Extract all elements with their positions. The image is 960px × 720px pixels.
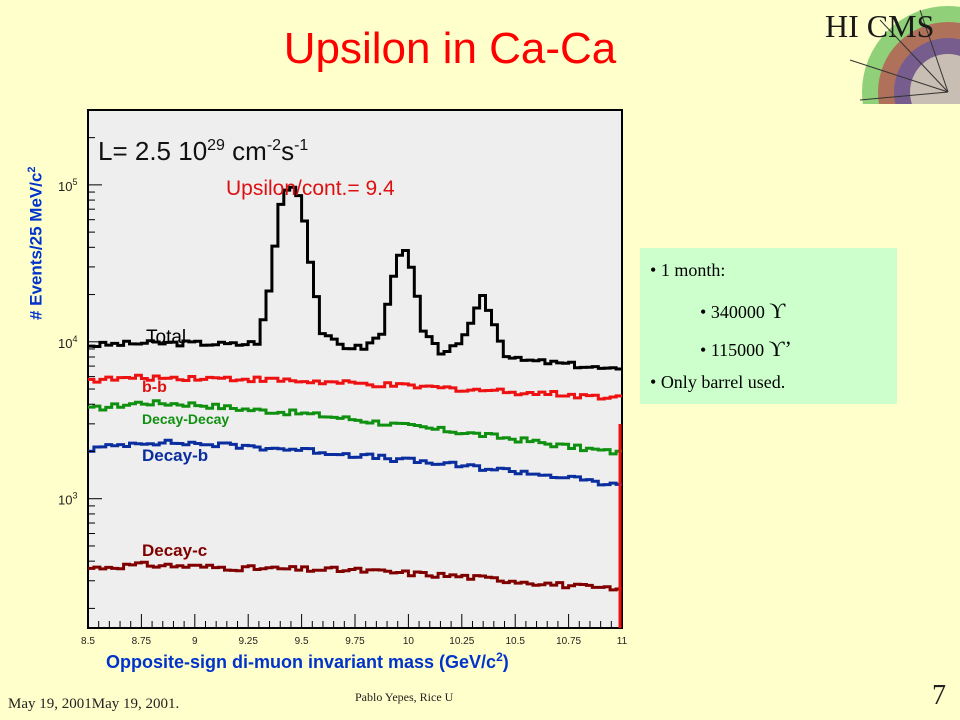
x-axis-label: Opposite-sign di-muon invariant mass (Ge… [106, 650, 509, 672]
footer-author: Pablo Yepes, Rice U [355, 690, 454, 704]
label-total: Total [146, 327, 186, 348]
info-line-barrel: • Only barrel used. [650, 372, 786, 392]
series-line-b-b [88, 373, 622, 401]
series-line-decay-decay [88, 399, 622, 456]
y-axis-label: # Events/25 MeV/c2 [26, 166, 46, 320]
slide-title: Upsilon in Ca-Ca [283, 24, 617, 73]
x-tick-label: 10.25 [449, 636, 474, 647]
x-tick-label: 10 [403, 636, 415, 647]
footer-date: May 19, 2001May 19, 2001. [8, 696, 180, 712]
y-tick-label: 103 [58, 491, 77, 508]
page-number: 7 [932, 680, 946, 711]
x-tick-label: 9.75 [345, 636, 365, 647]
series-line-decay-c [88, 560, 622, 592]
label-bb: b-b [142, 379, 167, 396]
x-tick-label: 9 [192, 636, 198, 647]
x-tick-label: 8.75 [132, 636, 152, 647]
info-line-upsilon: • 340000 ϒ [700, 298, 786, 323]
series-line-decay-b [88, 438, 622, 487]
hicms-logo [849, 6, 960, 104]
info-line-month: • 1 month: [650, 260, 726, 280]
plot-area [87, 109, 623, 629]
x-tick-label: 8.5 [81, 636, 95, 647]
x-tick-label: 9.5 [295, 636, 309, 647]
y-tick-label: 104 [58, 334, 77, 351]
series-line-total [88, 185, 622, 371]
x-tick-label: 10.75 [556, 636, 581, 647]
info-line-upsilon-prime: • 115000 ϒ’ [700, 336, 792, 361]
label-decay-b: Decay-b [142, 446, 208, 465]
x-tick-label: 11 [617, 636, 628, 647]
lumi-annotation: L= 2.5 1029 cm-2s-1 [98, 136, 308, 166]
info-box: • 1 month: • 340000 ϒ • 115000 ϒ’ • Only… [640, 248, 897, 404]
label-decay-c: Decay-c [142, 541, 207, 560]
label-decay-decay: Decay-Decay [142, 411, 229, 427]
x-tick-label: 10.5 [505, 636, 525, 647]
x-tick-label: 9.25 [238, 636, 258, 647]
y-tick-label: 105 [58, 177, 77, 194]
logo-text: HI CMS [825, 8, 935, 44]
ratio-annotation: Upsilon/cont.= 9.4 [226, 177, 395, 200]
